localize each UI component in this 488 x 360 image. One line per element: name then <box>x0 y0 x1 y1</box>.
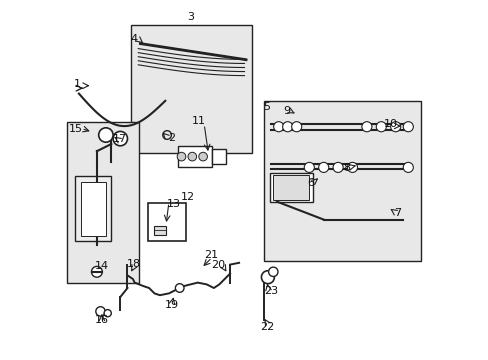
Bar <box>153 226 166 235</box>
Circle shape <box>175 284 183 292</box>
Bar <box>264 101 420 261</box>
Circle shape <box>403 122 412 132</box>
Text: 9: 9 <box>283 106 290 116</box>
Circle shape <box>375 122 386 132</box>
Circle shape <box>304 162 314 172</box>
Circle shape <box>113 131 127 146</box>
Circle shape <box>282 122 292 132</box>
Bar <box>81 182 106 236</box>
Circle shape <box>268 267 277 276</box>
Text: 1: 1 <box>74 78 81 89</box>
Text: 2: 2 <box>168 132 175 143</box>
Circle shape <box>273 122 283 132</box>
Text: 22: 22 <box>260 322 274 332</box>
Text: 4: 4 <box>130 34 138 44</box>
Text: 11: 11 <box>192 116 206 126</box>
Bar <box>75 176 111 241</box>
Circle shape <box>291 122 301 132</box>
Bar <box>212 149 226 164</box>
Circle shape <box>177 152 185 161</box>
Text: 3: 3 <box>187 12 194 22</box>
Circle shape <box>99 128 113 142</box>
Circle shape <box>96 307 105 316</box>
Text: 10: 10 <box>383 119 397 129</box>
Text: 13: 13 <box>166 199 181 210</box>
Text: 12: 12 <box>181 192 195 202</box>
Bar <box>178 146 212 167</box>
Text: 7: 7 <box>393 208 401 218</box>
Text: 6: 6 <box>306 178 313 188</box>
Circle shape <box>403 162 412 172</box>
Text: 18: 18 <box>127 258 141 269</box>
Bar <box>67 122 139 283</box>
Text: 14: 14 <box>95 261 109 271</box>
Circle shape <box>261 271 274 284</box>
Circle shape <box>187 152 196 161</box>
Bar <box>148 203 185 241</box>
Circle shape <box>199 152 207 161</box>
Circle shape <box>104 310 111 317</box>
Text: 21: 21 <box>204 250 218 260</box>
Text: 20: 20 <box>211 260 225 270</box>
Text: 8: 8 <box>343 163 349 174</box>
Circle shape <box>91 266 102 277</box>
Text: 23: 23 <box>263 286 277 296</box>
Text: 17: 17 <box>113 134 127 144</box>
Circle shape <box>390 122 400 132</box>
Text: 19: 19 <box>164 300 179 310</box>
Circle shape <box>332 162 343 172</box>
Bar <box>269 173 312 202</box>
Text: 16: 16 <box>95 315 109 325</box>
Circle shape <box>318 162 328 172</box>
Bar <box>273 175 309 200</box>
Circle shape <box>347 162 357 172</box>
Text: 5: 5 <box>263 102 270 112</box>
Bar <box>131 25 251 153</box>
Text: 15: 15 <box>68 123 82 134</box>
Circle shape <box>361 122 371 132</box>
